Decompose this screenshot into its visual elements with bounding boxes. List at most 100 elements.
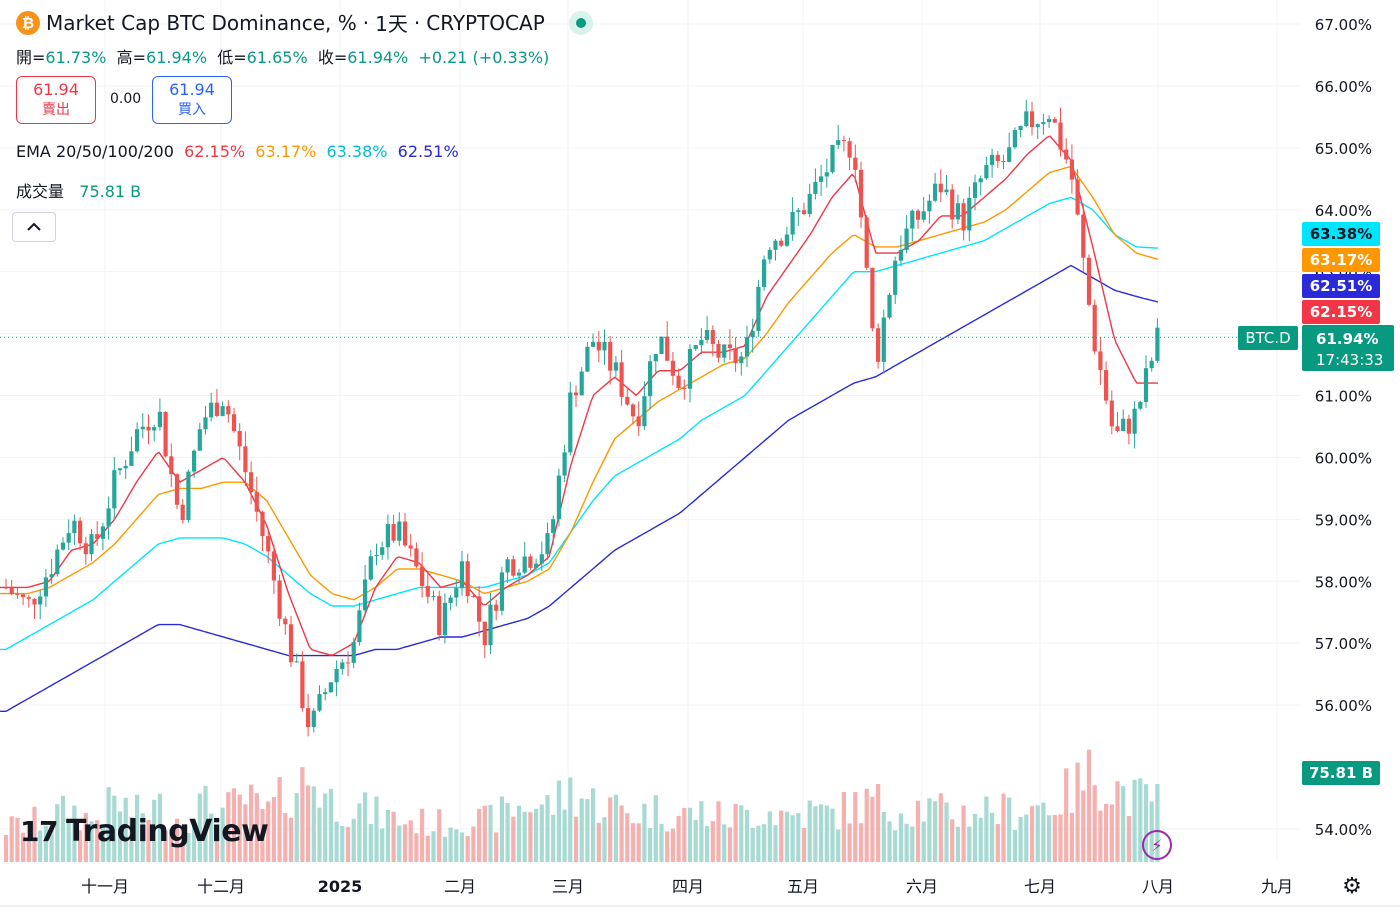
sell-label: 賣出 xyxy=(42,102,70,118)
candle xyxy=(334,668,339,683)
volume-bar xyxy=(26,824,31,862)
volume-bar xyxy=(801,827,807,862)
ema50-value: 63.17% xyxy=(255,142,317,161)
candle xyxy=(750,330,755,338)
volume-bar xyxy=(779,810,784,862)
candle xyxy=(15,594,20,596)
volume-bar xyxy=(676,815,681,862)
candle xyxy=(271,551,276,581)
candle xyxy=(437,596,442,636)
candle xyxy=(1092,304,1097,352)
y-tick-label: 54.00% xyxy=(1315,821,1372,839)
volume-bar xyxy=(465,836,470,862)
candle xyxy=(648,361,653,397)
candle xyxy=(55,549,60,575)
chart-header: ₿ Market Cap BTC Dominance, % · 1天 · CRY… xyxy=(16,8,593,37)
candle xyxy=(1126,418,1131,434)
candle xyxy=(596,341,601,351)
volume-bar xyxy=(556,780,561,862)
candle xyxy=(972,182,978,198)
volume-bar xyxy=(266,801,271,862)
volume-bar xyxy=(585,799,590,862)
ema20-price-tag: 62.15% xyxy=(1310,303,1372,321)
candle xyxy=(1029,111,1035,128)
price-tags: 63.38% 63.17% 62.51% 62.15% 61.94% 17:43:33 BT… xyxy=(1238,222,1394,785)
volume-bar xyxy=(699,801,704,862)
ema50-price-tag: 63.17% xyxy=(1310,251,1372,269)
volume-bar xyxy=(3,834,9,862)
candle xyxy=(1018,125,1023,131)
candle xyxy=(311,710,316,728)
volume-bar xyxy=(288,817,294,862)
volume-bar xyxy=(1081,790,1086,862)
volume-bar xyxy=(402,824,408,862)
volume-bar xyxy=(995,824,1000,862)
candle xyxy=(1115,426,1120,432)
candle xyxy=(807,193,812,215)
candle xyxy=(186,471,191,521)
candle xyxy=(220,406,225,416)
candle xyxy=(1149,360,1154,369)
candle xyxy=(357,610,362,643)
close-value: 61.94% xyxy=(347,48,409,67)
market-open-icon xyxy=(568,10,593,35)
candle xyxy=(66,533,71,543)
lightning-icon[interactable]: ⚡ xyxy=(1142,830,1172,860)
symbol-tag-bg xyxy=(1238,326,1298,350)
volume-bar xyxy=(78,830,83,862)
candle xyxy=(744,337,750,357)
settings-icon[interactable]: ⚙ xyxy=(1342,873,1362,899)
volume-bar xyxy=(1052,815,1057,862)
volume-bar xyxy=(260,808,265,862)
buy-button[interactable]: 61.94 買入 xyxy=(152,76,232,124)
volume-bar xyxy=(231,788,237,862)
candle xyxy=(1143,368,1149,402)
candle xyxy=(545,533,550,555)
candle xyxy=(454,588,459,598)
ema100-line xyxy=(0,196,1159,651)
candle xyxy=(630,404,636,417)
volume-bar xyxy=(898,813,903,862)
ema-lines xyxy=(0,135,1159,712)
candle xyxy=(933,183,938,201)
candle xyxy=(898,250,903,261)
interval-label[interactable]: 1天 xyxy=(375,12,408,36)
volume-bar xyxy=(499,796,504,862)
volume-bar xyxy=(15,817,20,862)
volume-bar xyxy=(648,827,653,862)
candle xyxy=(938,183,943,193)
collapse-legend-button[interactable] xyxy=(12,212,56,242)
time-axis[interactable]: 十一月 十二月 2025 二月 三月 四月 五月 六月 七月 八月 九月 xyxy=(0,877,1400,907)
volume-bar xyxy=(824,805,829,862)
candle xyxy=(1081,214,1086,258)
volume-bar xyxy=(744,809,750,862)
ema-legend[interactable]: EMA 20/50/100/200 62.15% 63.17% 63.38% 6… xyxy=(16,142,459,161)
candle xyxy=(363,579,368,611)
y-tick-label: 66.00% xyxy=(1315,78,1372,96)
symbol-title[interactable]: Market Cap BTC Dominance, % xyxy=(46,10,357,35)
volume-bar xyxy=(573,816,579,862)
volume-bar xyxy=(1121,786,1126,862)
volume-bar xyxy=(551,814,556,862)
sell-button[interactable]: 61.94 賣出 xyxy=(16,76,96,124)
candle xyxy=(391,524,396,541)
candle xyxy=(653,353,658,362)
volume-bar xyxy=(1075,762,1080,862)
candle xyxy=(1047,119,1052,123)
candle xyxy=(539,554,544,564)
volume-bar xyxy=(534,808,539,862)
volume-bar xyxy=(733,804,738,862)
volume-bar xyxy=(830,808,835,862)
candle xyxy=(784,234,789,246)
candle xyxy=(146,426,151,431)
countdown-tag: 17:43:33 xyxy=(1316,351,1383,369)
volume-bar xyxy=(243,804,248,862)
candle xyxy=(254,492,259,512)
volume-bar xyxy=(596,822,601,862)
volume-bar xyxy=(448,827,453,862)
candle xyxy=(642,396,647,427)
volume-legend[interactable]: 成交量 75.81 B xyxy=(16,178,141,202)
price-axis[interactable]: 54.00% 56.00% 57.00% 58.00% 59.00% 60.00% 61.0… xyxy=(1315,16,1372,839)
candle xyxy=(1024,111,1029,126)
